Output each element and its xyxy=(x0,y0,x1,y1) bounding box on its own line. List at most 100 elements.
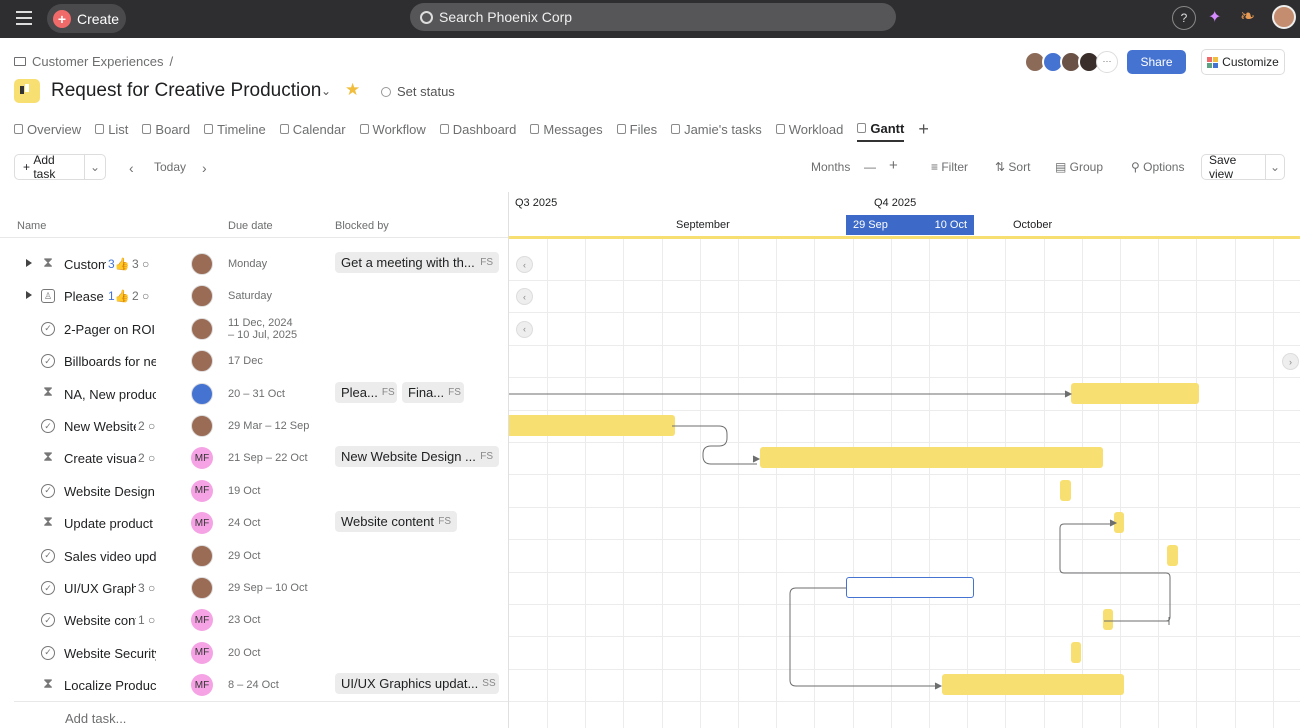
customize-button[interactable]: Customize xyxy=(1201,49,1285,75)
chevron-down-icon[interactable]: ⌄ xyxy=(1269,160,1280,174)
task-name[interactable]: Website content xyxy=(64,613,136,629)
blocked-by-chip[interactable]: Get a meeting with th... FS xyxy=(335,252,499,273)
check-circle-icon[interactable]: ✓ xyxy=(41,548,55,563)
zoom-level[interactable]: Months xyxy=(811,160,851,174)
table-row[interactable]: ♙ Please 1👍 2 ○ Saturday xyxy=(0,280,508,312)
due-date[interactable]: 20 Oct xyxy=(228,647,260,659)
avatar[interactable] xyxy=(191,285,213,308)
table-row[interactable]: ✓ 2-Pager on ROI 11 Dec, 2024– 10 Jul, 202… xyxy=(0,313,508,345)
options-button[interactable]: ⚲ Options xyxy=(1131,160,1184,174)
avatar[interactable] xyxy=(191,317,213,340)
comment-count[interactable]: 3 ○ xyxy=(138,581,155,595)
like-count[interactable]: 1👍 xyxy=(108,289,130,303)
scroll-to-task-left-icon[interactable]: ‹ xyxy=(516,320,533,338)
tab-messages[interactable]: Messages xyxy=(530,116,603,142)
group-button[interactable]: ▤ Group xyxy=(1055,160,1103,174)
table-row[interactable]: ✓ UI/UX Graphics3 ○ 29 Sep – 10 Oct xyxy=(0,572,508,604)
table-row[interactable]: ⧗ Localize Product MF 8 – 24 Oct UI/UX Graph… xyxy=(0,669,508,701)
avatar[interactable] xyxy=(191,577,213,599)
comment-count[interactable]: 3 ○ xyxy=(132,257,149,271)
column-header-due-date[interactable]: Due date xyxy=(228,220,273,232)
blocked-by-chip[interactable]: New Website Design ... FS xyxy=(335,446,499,468)
tab-gantt[interactable]: Gantt xyxy=(857,116,905,142)
task-bar[interactable] xyxy=(1070,382,1200,404)
task-name[interactable]: New Website xyxy=(64,419,136,434)
scroll-to-task-left-icon[interactable]: ‹ xyxy=(516,256,533,273)
check-circle-icon[interactable]: ✓ xyxy=(41,483,55,498)
prev-arrow-icon[interactable]: ‹ xyxy=(129,160,134,176)
task-name[interactable]: Customer xyxy=(64,257,106,272)
scroll-to-task-left-icon[interactable]: ‹ xyxy=(516,288,533,306)
avatar[interactable] xyxy=(191,544,213,567)
due-date[interactable]: 24 Oct xyxy=(228,517,260,529)
filter-button[interactable]: ≡ Filter xyxy=(931,160,968,174)
table-row[interactable]: ✓ Website Security MF 20 Oct xyxy=(0,637,508,669)
tab-workload[interactable]: Workload xyxy=(775,116,843,142)
expand-subtasks-icon[interactable] xyxy=(26,259,32,267)
table-row[interactable]: ⧗ Update product MF 24 Oct Website content FS xyxy=(0,507,508,539)
table-row[interactable]: ✓ Sales video update 29 Oct xyxy=(0,540,508,572)
table-row[interactable]: ⧗ Create visual 2 ○ MF 21 Sep – 22 Oct New We… xyxy=(0,442,508,474)
column-header-name[interactable]: Name xyxy=(17,220,47,232)
blocked-by-chip[interactable]: Fina... FS xyxy=(402,381,464,403)
breadcrumb-link[interactable]: Customer Experiences xyxy=(32,54,164,69)
task-bar[interactable] xyxy=(1113,512,1125,534)
task-bar[interactable] xyxy=(509,415,675,436)
due-date[interactable]: 8 – 24 Oct xyxy=(228,679,279,691)
member-avatars[interactable]: ··· xyxy=(1024,51,1118,73)
table-row[interactable]: ✓ Website Design MF 19 Oct xyxy=(0,475,508,507)
task-name[interactable]: Website Security xyxy=(64,645,156,661)
task-name[interactable]: Billboards for new xyxy=(64,354,156,370)
task-name[interactable]: NA, New product xyxy=(64,386,156,402)
due-date[interactable]: 23 Oct xyxy=(228,614,260,626)
check-circle-icon[interactable]: ✓ xyxy=(41,321,55,336)
blocked-by-chip[interactable]: UI/UX Graphics updat... SS xyxy=(335,673,499,695)
task-bar[interactable] xyxy=(1102,609,1114,631)
share-button[interactable]: Share xyxy=(1127,50,1186,74)
task-bar[interactable] xyxy=(1167,544,1178,566)
comment-count[interactable]: 2 ○ xyxy=(138,451,155,465)
hourglass-icon[interactable]: ⧗ xyxy=(43,512,53,529)
help-button[interactable]: ? xyxy=(1172,6,1196,30)
task-name[interactable]: Sales video update xyxy=(64,548,156,564)
table-row[interactable]: ✓ Billboards for new 17 Dec xyxy=(0,345,508,377)
tab-board[interactable]: Board xyxy=(142,116,190,142)
tab-list[interactable]: List xyxy=(95,116,128,142)
tab-jamie-s-tasks[interactable]: Jamie's tasks xyxy=(671,116,762,142)
sort-button[interactable]: ⇅ Sort xyxy=(995,160,1030,174)
search-input[interactable]: Search Phoenix Corp xyxy=(410,3,896,31)
table-row[interactable]: ✓ Website content1 ○ MF 23 Oct xyxy=(0,604,508,636)
avatar[interactable]: MF xyxy=(191,674,213,697)
check-circle-icon[interactable]: ✓ xyxy=(41,613,55,628)
due-date[interactable]: 29 Oct xyxy=(228,550,260,562)
column-header-blocked-by[interactable]: Blocked by xyxy=(335,220,389,232)
comment-count[interactable]: 1 ○ xyxy=(138,613,155,627)
page-title[interactable]: Request for Creative Production xyxy=(51,80,322,101)
check-circle-icon[interactable]: ✓ xyxy=(41,581,55,595)
task-bar[interactable] xyxy=(760,447,1103,469)
due-date[interactable]: Saturday xyxy=(228,290,272,302)
task-name[interactable]: Website Design xyxy=(64,483,155,499)
zoom-in-button[interactable]: + xyxy=(889,157,898,174)
due-date[interactable]: 11 Dec, 2024– 10 Jul, 2025 xyxy=(228,317,297,341)
table-row[interactable]: ✓ New Website 2 ○ 29 Mar – 12 Sep xyxy=(0,410,508,442)
blocked-by-chip[interactable]: Plea... FS xyxy=(335,381,397,403)
avatar[interactable] xyxy=(191,253,213,275)
hourglass-icon[interactable]: ⧗ xyxy=(43,383,53,400)
comment-count[interactable]: 2 ○ xyxy=(138,419,155,433)
task-name[interactable]: UI/UX Graphics xyxy=(64,581,136,596)
hourglass-icon[interactable]: ⧗ xyxy=(43,674,53,691)
task-name[interactable]: 2-Pager on ROI xyxy=(64,321,156,337)
today-button[interactable]: Today xyxy=(154,160,187,174)
approval-icon[interactable]: ♙ xyxy=(41,289,55,304)
user-avatar[interactable] xyxy=(1272,5,1296,29)
hourglass-icon[interactable]: ⧗ xyxy=(43,447,53,464)
due-date[interactable]: Monday xyxy=(228,258,267,270)
tab-dashboard[interactable]: Dashboard xyxy=(439,116,516,142)
task-bar[interactable] xyxy=(1070,641,1082,663)
chevron-down-icon[interactable]: ⌄ xyxy=(89,160,100,174)
check-circle-icon[interactable]: ✓ xyxy=(41,419,55,433)
due-date[interactable]: 29 Sep – 10 Oct xyxy=(228,582,308,594)
task-name[interactable]: Please xyxy=(64,289,104,305)
